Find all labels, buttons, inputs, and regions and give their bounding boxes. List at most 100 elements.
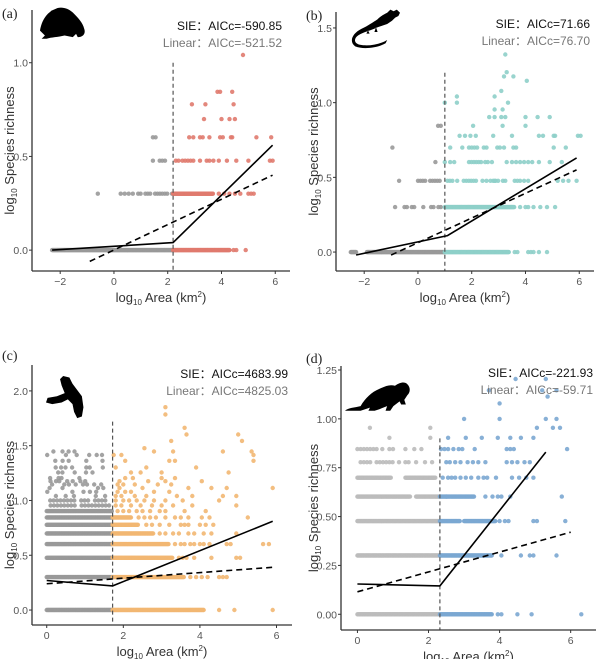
data-point xyxy=(60,470,65,475)
data-point xyxy=(224,574,229,580)
data-point xyxy=(199,479,204,484)
data-point xyxy=(422,460,428,465)
data-point xyxy=(530,159,535,165)
data-point xyxy=(509,159,515,165)
data-point xyxy=(113,503,118,508)
data-point xyxy=(216,498,222,503)
data-point xyxy=(123,489,128,494)
data-point xyxy=(58,503,64,508)
data-point xyxy=(534,425,540,430)
data-point xyxy=(353,249,359,255)
data-point xyxy=(251,458,256,463)
y-tick-label: 0.50 xyxy=(317,512,338,524)
data-point xyxy=(521,178,527,183)
data-point xyxy=(526,204,531,210)
data-point xyxy=(485,159,490,165)
data-point xyxy=(96,503,102,508)
data-point xyxy=(162,158,168,163)
data-point xyxy=(45,452,50,458)
data-point xyxy=(231,102,236,107)
data-point xyxy=(132,493,137,499)
data-point xyxy=(65,479,70,484)
data-point xyxy=(486,388,492,393)
data-point xyxy=(453,460,458,465)
data-point xyxy=(564,446,570,452)
data-point xyxy=(368,446,373,452)
data-point xyxy=(94,452,99,458)
data-point xyxy=(191,135,196,140)
data-point xyxy=(472,446,477,452)
data-point xyxy=(522,460,527,465)
data-point xyxy=(62,482,67,487)
data-point xyxy=(181,574,186,580)
y-tick-label: 1.5 xyxy=(13,441,28,453)
data-point xyxy=(460,446,465,452)
data-point xyxy=(157,522,162,527)
data-point xyxy=(516,475,522,480)
data-point xyxy=(217,89,223,95)
data-point xyxy=(445,435,451,440)
iguana-icon xyxy=(351,9,400,49)
data-point xyxy=(82,498,87,503)
data-point xyxy=(490,494,495,499)
data-point xyxy=(219,116,224,122)
data-point xyxy=(119,452,124,458)
sie-fit-line xyxy=(355,157,578,256)
data-point xyxy=(72,503,77,508)
data-point xyxy=(387,460,392,465)
y-tick-label: 1.25 xyxy=(317,365,338,377)
data-point xyxy=(167,458,172,463)
data-point xyxy=(499,494,504,499)
data-point xyxy=(211,522,216,527)
y-axis-title: log10 Species richness xyxy=(306,443,323,572)
data-point xyxy=(51,449,56,454)
data-point xyxy=(132,482,137,487)
data-point xyxy=(388,475,393,480)
data-point xyxy=(159,503,164,508)
data-point xyxy=(243,247,248,253)
data-point xyxy=(438,204,443,210)
data-point xyxy=(380,446,385,452)
data-point xyxy=(72,449,77,454)
data-point xyxy=(454,94,460,99)
data-point xyxy=(209,531,214,536)
data-point xyxy=(485,475,490,480)
data-point xyxy=(470,460,476,465)
data-point xyxy=(508,435,513,440)
data-point xyxy=(224,158,230,163)
data-point xyxy=(531,475,536,480)
data-point xyxy=(536,159,542,165)
data-point xyxy=(468,133,473,138)
data-point xyxy=(503,178,508,183)
data-point xyxy=(176,158,181,163)
data-point xyxy=(377,460,382,465)
data-point xyxy=(197,158,203,163)
data-point xyxy=(403,460,408,465)
y-tick-label: 1.0 xyxy=(317,98,332,110)
data-point xyxy=(66,449,71,454)
data-point xyxy=(358,460,363,465)
x-tick-label: 6 xyxy=(274,630,280,642)
data-point xyxy=(499,612,504,617)
data-point xyxy=(216,574,222,580)
data-point xyxy=(172,458,178,463)
data-point xyxy=(63,465,68,470)
data-point xyxy=(203,522,208,527)
data-point xyxy=(121,508,126,514)
data-point xyxy=(270,485,275,491)
data-point xyxy=(58,498,63,503)
data-point xyxy=(138,191,143,196)
data-point xyxy=(205,574,210,580)
data-point xyxy=(220,449,226,454)
data-point xyxy=(374,446,379,452)
data-point xyxy=(103,503,108,508)
data-point xyxy=(428,435,433,440)
data-point xyxy=(209,485,214,491)
data-point xyxy=(226,470,231,475)
y-tick-label: 1.5 xyxy=(317,23,332,35)
data-point xyxy=(234,247,239,253)
data-point xyxy=(115,489,120,494)
data-point xyxy=(123,475,128,481)
data-point xyxy=(232,116,238,122)
data-point xyxy=(216,607,222,613)
